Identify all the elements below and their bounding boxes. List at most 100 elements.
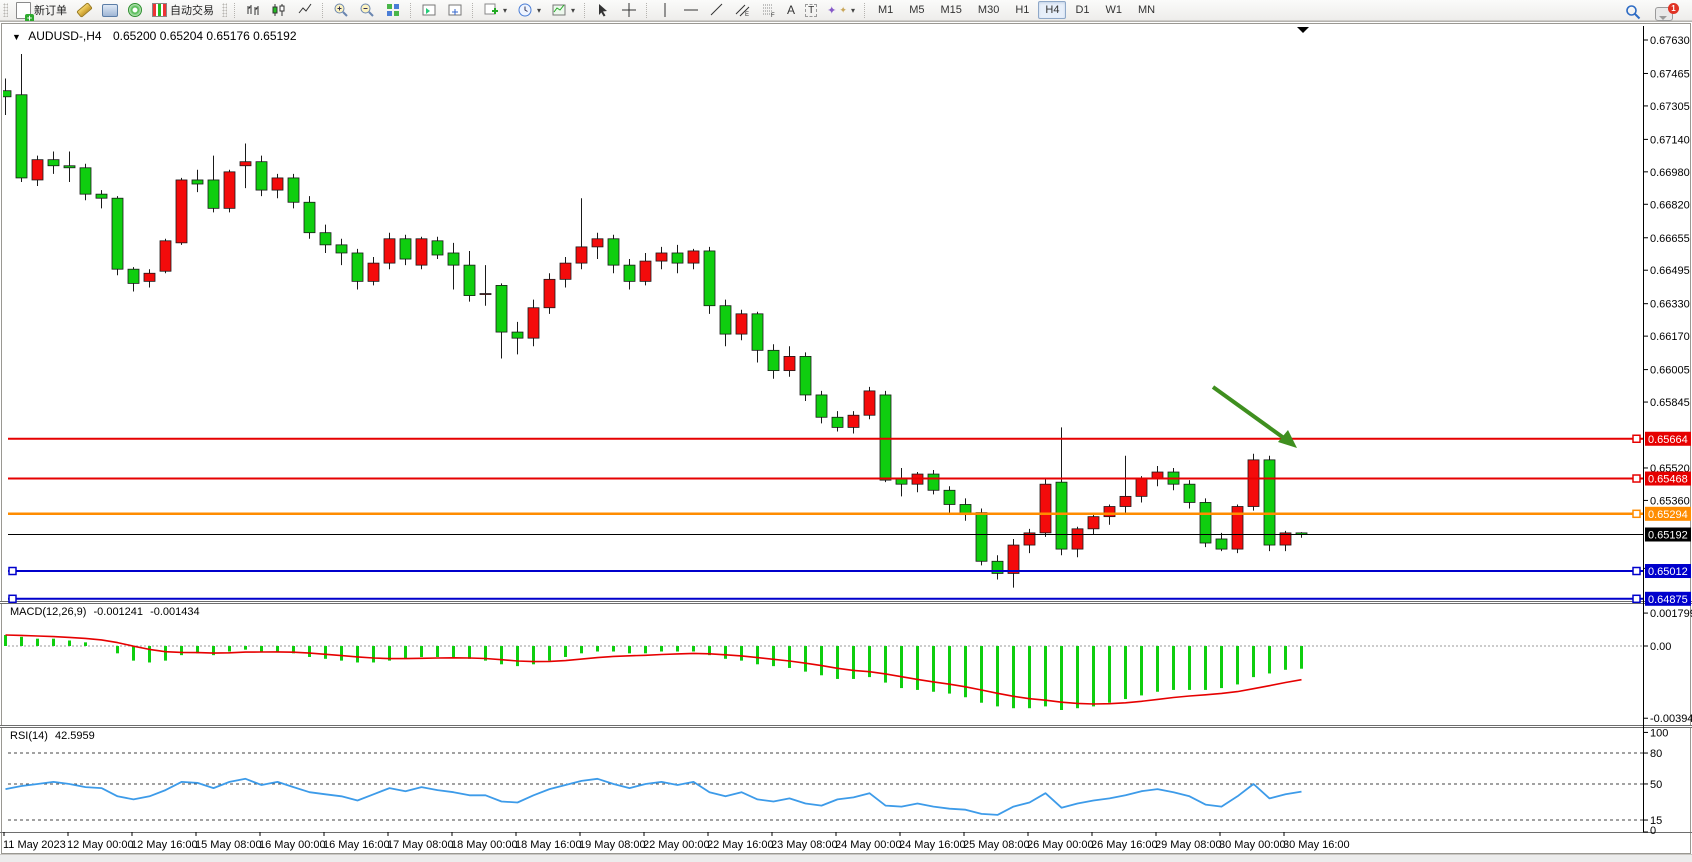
collapse-triangle-icon[interactable]: ▼ [12, 32, 21, 42]
candle [863, 386, 876, 420]
horizontal-line-icon [684, 9, 699, 11]
level-price-label: 0.65294 [1648, 509, 1688, 521]
pane-separator[interactable] [0, 601, 1692, 604]
new-order-button[interactable]: 新订单 [12, 0, 71, 23]
macd-main-value: -0.001241 [93, 606, 144, 618]
horizontal-level-line[interactable]: 0.65664 [8, 431, 1691, 446]
signal-button[interactable] [124, 0, 146, 20]
candle [527, 299, 540, 347]
timeframe-button[interactable]: M15 [940, 4, 962, 16]
timeframe-button[interactable]: MN [1138, 4, 1156, 16]
search-icon [1626, 5, 1641, 20]
search-button[interactable] [1621, 2, 1645, 22]
zoom-out-icon [360, 3, 374, 17]
price-axis-label: 0.66170 [1650, 331, 1690, 343]
zoom-in-button[interactable] [329, 0, 353, 20]
trend-arrow[interactable] [1211, 385, 1297, 448]
rsi-pane[interactable] [5, 752, 1644, 821]
candle [495, 283, 508, 359]
horizontal-line-button[interactable] [679, 0, 703, 20]
channel-icon: E [735, 4, 750, 18]
level-price-label: 0.65664 [1648, 434, 1688, 446]
macd-pane[interactable] [4, 634, 1644, 711]
price-axis-label: 0.67140 [1650, 134, 1690, 146]
crayon-button[interactable] [73, 0, 96, 20]
period-button[interactable]: ▾ [513, 0, 545, 20]
chevron-down-icon: ▾ [571, 5, 576, 15]
crayon-icon [76, 2, 93, 18]
terminal-button[interactable] [98, 0, 122, 20]
zoom-out-button[interactable] [355, 0, 379, 20]
candle [879, 390, 892, 483]
trendline-button[interactable] [705, 0, 729, 20]
macd-signal-value: -0.001434 [150, 606, 200, 618]
candle [751, 311, 764, 363]
chart-shift-triangle-icon[interactable] [1297, 27, 1309, 33]
horizontal-level-line[interactable]: 0.65294 [8, 506, 1691, 521]
pane-separator[interactable] [0, 725, 1692, 728]
price-pane[interactable] [0, 53, 1308, 588]
template-button[interactable]: ▾ [547, 0, 579, 20]
timeframe-button[interactable]: M1 [877, 4, 894, 16]
time-axis-label: 15 May 08:00 [195, 839, 262, 851]
chart-canvas[interactable]: 0.67630 0.67465 0.67305 0.67140 0.66980 0.668… [0, 22, 1692, 855]
candle [463, 250, 476, 302]
add-indicator-icon [484, 3, 498, 15]
candle [95, 190, 108, 209]
label-button[interactable]: T [801, 0, 821, 20]
cursor-button[interactable] [591, 0, 615, 20]
indicator-window-add-button[interactable] [443, 0, 467, 20]
horizontal-level-line[interactable]: 0.64875 [8, 591, 1691, 606]
fibonacci-button[interactable]: F [757, 0, 781, 20]
timeframe-button[interactable]: H1 [1015, 4, 1030, 16]
line-chart-button[interactable] [293, 0, 317, 20]
tile-windows-button[interactable] [381, 0, 405, 20]
timeframe-button[interactable]: M5 [909, 4, 925, 16]
bar-chart-button[interactable] [241, 0, 265, 20]
candle [1039, 478, 1052, 537]
indicator-window-button[interactable] [417, 0, 441, 20]
candle [271, 173, 284, 199]
autotrading-button[interactable]: 自动交易 [148, 0, 218, 20]
candle [1071, 526, 1084, 558]
crosshair-icon [622, 3, 637, 17]
arrows-button[interactable]: ✦ ✦ ▾ [827, 4, 855, 17]
candle [559, 257, 572, 288]
price-axis-label: 0.66330 [1650, 299, 1690, 311]
fibonacci-icon: F [763, 4, 775, 18]
crosshair-button[interactable] [617, 0, 641, 20]
horizontal-level-line[interactable]: 0.65012 [8, 564, 1691, 579]
price-axis-label: 0.66820 [1650, 199, 1690, 211]
candle [303, 196, 316, 239]
candlestick-chart-button[interactable] [267, 0, 291, 20]
time-axis-label: 12 May 00:00 [67, 839, 134, 851]
label-icon: T [805, 3, 818, 17]
candle [79, 163, 92, 201]
timeframe-button[interactable]: M30 [977, 4, 1000, 16]
text-button[interactable]: A [783, 0, 799, 20]
ohlc-open: 0.65200 [112, 29, 157, 43]
ohlc-low: 0.65176 [206, 29, 250, 43]
notifications-button[interactable]: 1 [1651, 3, 1679, 24]
channel-button[interactable]: E [731, 0, 755, 20]
candle [591, 232, 604, 260]
timeframe-button[interactable]: W1 [1105, 4, 1123, 16]
horizontal-level-line[interactable]: 0.65468 [8, 471, 1691, 486]
candle [815, 390, 828, 424]
indicator-window-add-icon [448, 4, 462, 16]
candle [703, 246, 716, 314]
candle [991, 555, 1004, 580]
candle [47, 151, 60, 174]
line-chart-icon [298, 3, 312, 14]
candle [639, 252, 652, 286]
svg-text:E: E [745, 12, 749, 18]
timeframe-button[interactable]: H4 [1038, 1, 1067, 19]
candle [1263, 455, 1276, 552]
level-price-label: 0.65012 [1648, 566, 1688, 578]
signal-icon [128, 3, 142, 17]
add-indicator-button[interactable]: ▾ [479, 0, 511, 20]
vertical-line-button[interactable] [653, 0, 677, 20]
candle [415, 236, 428, 270]
level-price-label: 0.65468 [1648, 474, 1688, 486]
timeframe-button[interactable]: D1 [1075, 4, 1090, 16]
